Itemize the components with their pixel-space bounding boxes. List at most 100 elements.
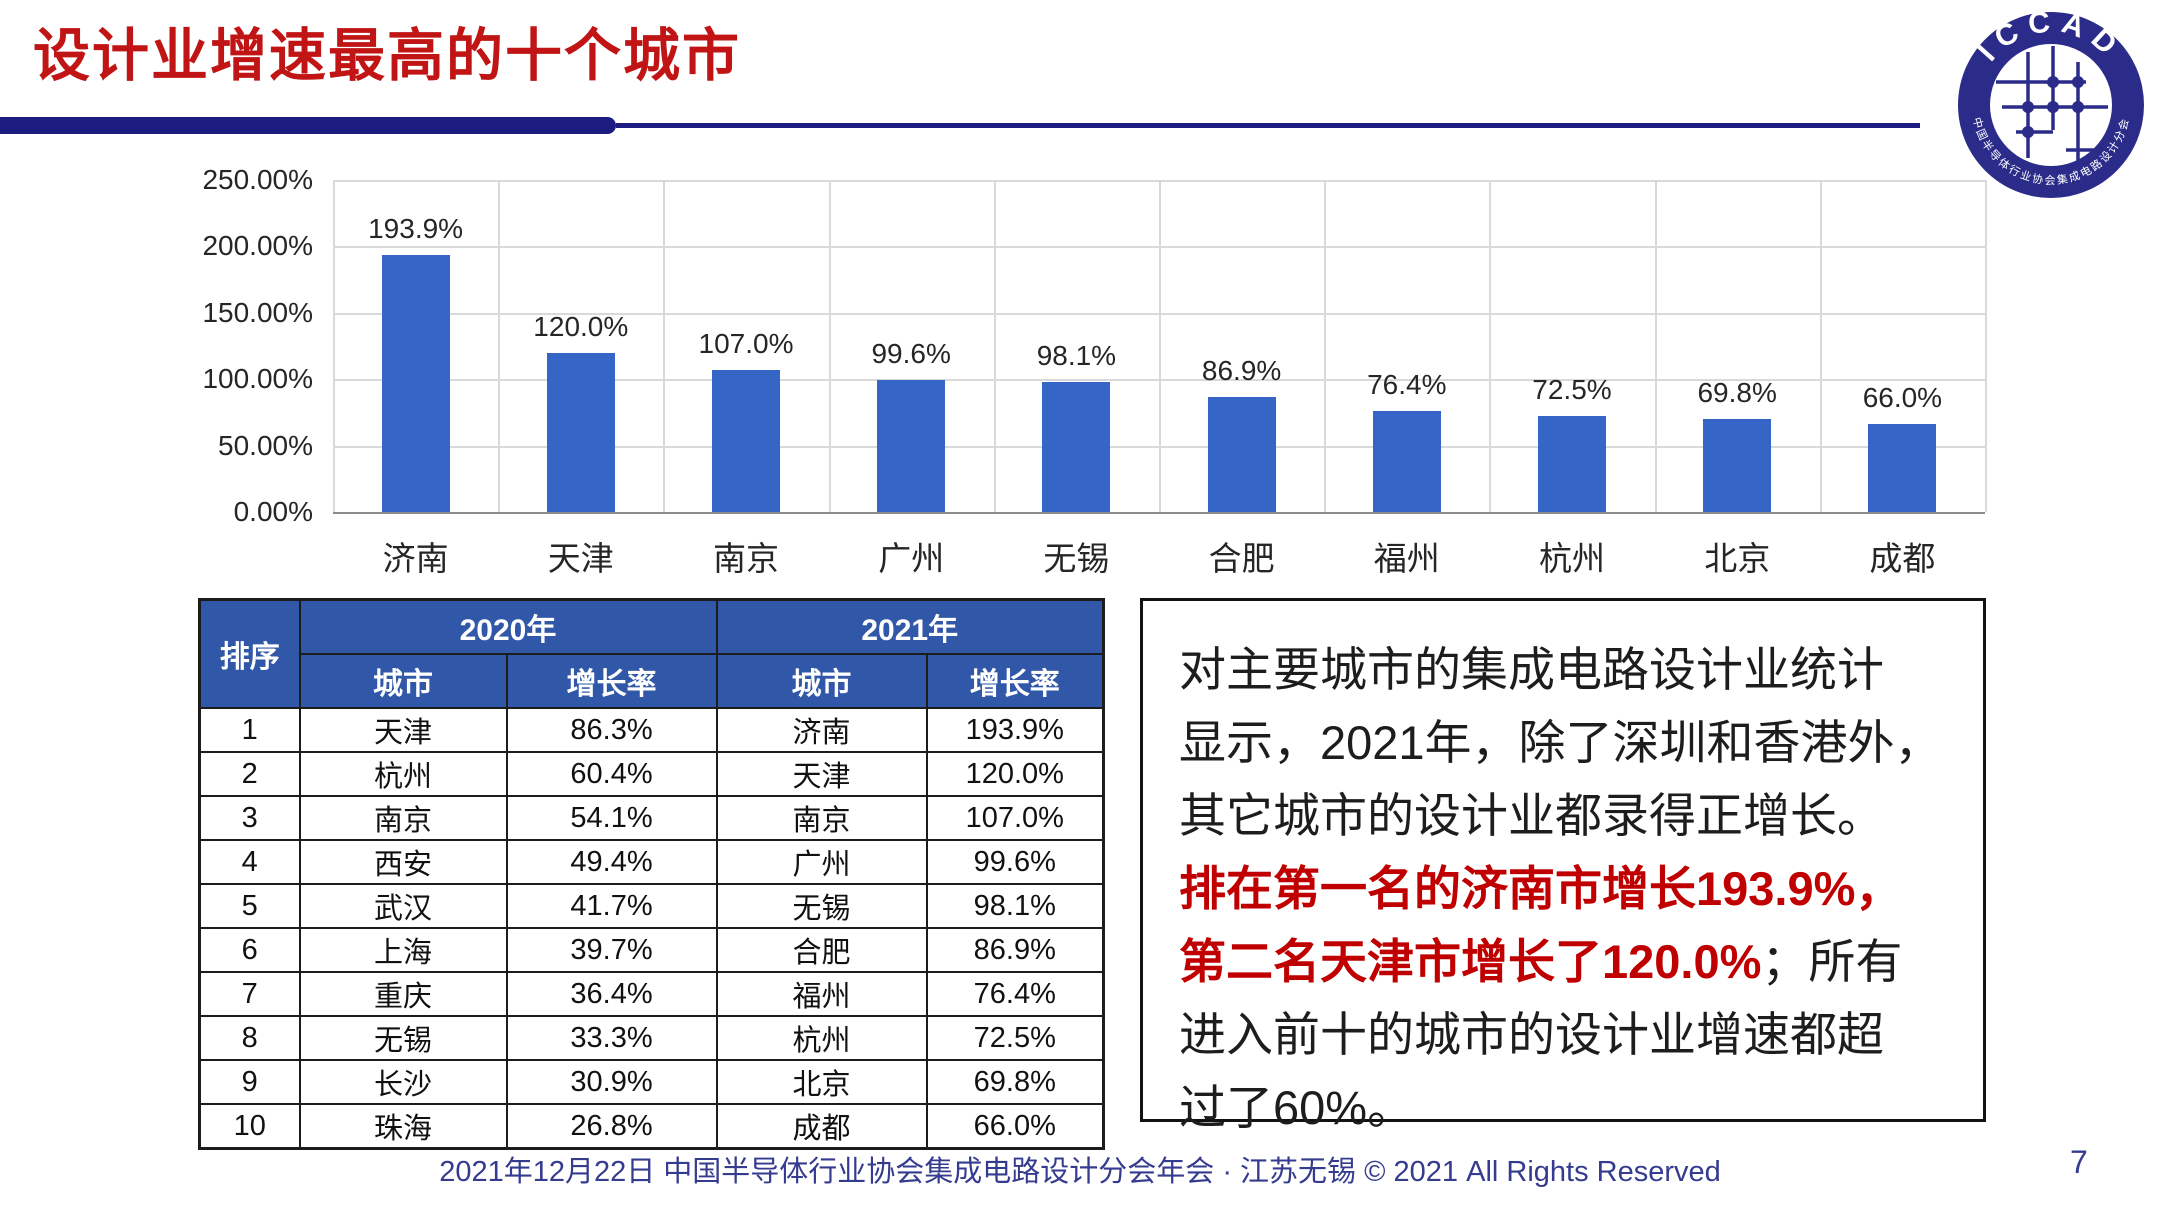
commentary-text: 进入前十的城市的设计业增速都超 (1179, 1008, 1884, 1061)
cell-rate-2021: 120.0% (925, 751, 1105, 797)
cell-rate-2020: 33.3% (505, 1015, 718, 1061)
bar-value-label: 86.9% (1201, 354, 1282, 386)
cell-city-2020: 无锡 (298, 1015, 508, 1061)
x-tick-label: 合肥 (1208, 540, 1275, 577)
x-tick-label: 福州 (1373, 540, 1440, 577)
cell-rate-2021: 99.6% (925, 839, 1105, 885)
table-row: 5 武汉 41.7% 无锡 98.1% (198, 883, 1105, 929)
chart-category: 98.1% 无锡 (994, 180, 1159, 577)
x-axis-line (333, 512, 1985, 514)
cell-rate-2021: 76.4% (925, 971, 1105, 1017)
cell-rank: 1 (198, 707, 301, 753)
chart-category: 99.6% 广州 (829, 180, 994, 577)
chart-category: 193.9% 济南 (333, 180, 498, 577)
x-tick-label: 杭州 (1538, 540, 1605, 577)
header-rank: 排序 (198, 598, 301, 709)
cell-city-2020: 杭州 (298, 751, 508, 797)
bar-value-label: 66.0% (1862, 382, 1943, 414)
cell-city-2021: 天津 (715, 751, 928, 797)
bar-福州 (1372, 410, 1441, 512)
gridline-vertical (1985, 180, 1987, 512)
cell-rate-2021: 69.8% (925, 1059, 1105, 1105)
cell-rate-2020: 30.9% (505, 1059, 718, 1105)
commentary-text: 其它城市的设计业都录得正增长。 (1179, 789, 1884, 842)
commentary-text: ；所有 (1761, 935, 1903, 988)
commentary-text: 显示，2021年，除了深圳和香港外， (1179, 716, 1942, 769)
chart-category: 66.0% 成都 (1820, 180, 1985, 577)
commentary-line: 对主要城市的集成电路设计业统计 (1179, 633, 1949, 706)
cell-city-2021: 北京 (715, 1059, 928, 1105)
title-underline-thin (616, 123, 1920, 128)
bar-杭州 (1537, 415, 1606, 512)
table-row: 9 长沙 30.9% 北京 69.8% (198, 1059, 1105, 1105)
cell-rate-2020: 86.3% (505, 707, 718, 753)
cell-rate-2021: 86.9% (925, 927, 1105, 973)
ranking-table: 排序 2020年 2021年 城市 增长率 城市 增长率 1 天津 86.3% 济南 1… (198, 598, 1105, 1150)
cell-city-2021: 合肥 (715, 927, 928, 973)
header-rate-2020: 增长率 (505, 653, 718, 709)
iccad-logo: ICCAD 中国半导体行业协会集成电路设计分会 (1958, 10, 2144, 198)
gridline-vertical (1489, 180, 1492, 512)
y-tick-label: 100.00% (202, 363, 313, 395)
cell-city-2021: 福州 (715, 971, 928, 1017)
cell-rate-2020: 41.7% (505, 883, 718, 929)
bar-value-label: 193.9% (368, 212, 464, 244)
bar-value-label: 98.1% (1036, 339, 1117, 371)
cell-rate-2020: 60.4% (505, 751, 718, 797)
cell-city-2020: 武汉 (298, 883, 508, 929)
commentary-box: 对主要城市的集成电路设计业统计显示，2021年，除了深圳和香港外， 其它城市的设计… (1140, 598, 1986, 1134)
cell-rank: 2 (198, 751, 301, 797)
cell-rate-2020: 49.4% (505, 839, 718, 885)
chart-category: 69.8% 北京 (1655, 180, 1820, 577)
commentary-line: 显示，2021年，除了深圳和香港外， (1179, 706, 1949, 779)
cell-rate-2021: 66.0% (925, 1103, 1105, 1150)
bar-合肥 (1207, 396, 1276, 512)
table-row: 2 杭州 60.4% 天津 120.0% (198, 751, 1105, 797)
cell-rate-2021: 72.5% (925, 1015, 1105, 1061)
header-year-2021: 2021年 (715, 598, 1105, 655)
y-tick-label: 200.00% (202, 230, 313, 262)
cell-rate-2021: 193.9% (925, 707, 1105, 753)
header-rate-2021: 增长率 (925, 653, 1105, 709)
cell-city-2020: 上海 (298, 927, 508, 973)
cell-rank: 3 (198, 795, 301, 841)
cell-city-2020: 长沙 (298, 1059, 508, 1105)
cell-city-2020: 西安 (298, 839, 508, 885)
cell-rate-2020: 36.4% (505, 971, 718, 1017)
cell-rank: 8 (198, 1015, 301, 1061)
chart-category: 120.0% 天津 (498, 180, 663, 577)
chart-category: 86.9% 合肥 (1159, 180, 1324, 577)
cell-city-2021: 广州 (715, 839, 928, 885)
table-row: 7 重庆 36.4% 福州 76.4% (198, 971, 1105, 1017)
table-row: 8 无锡 33.3% 杭州 72.5% (198, 1015, 1105, 1061)
commentary-line: 进入前十的城市的设计业增速都超 (1179, 998, 1949, 1071)
footer-credit: 2021年12月22日 中国半导体行业协会集成电路设计分会年会 · 江苏无锡 ©… (439, 1156, 1721, 1188)
cell-city-2020: 南京 (298, 795, 508, 841)
bar-成都 (1868, 424, 1937, 512)
title-underline-thick (0, 117, 616, 134)
cell-city-2021: 南京 (715, 795, 928, 841)
x-tick-label: 北京 (1704, 540, 1771, 577)
table-row: 6 上海 39.7% 合肥 86.9% (198, 927, 1105, 973)
cell-rate-2020: 26.8% (505, 1103, 718, 1150)
commentary-line: 排在第一名的济南市增长193.9%， (1179, 852, 1949, 925)
y-tick-label: 150.00% (202, 296, 313, 328)
gridline-vertical (333, 180, 335, 512)
cell-city-2021: 成都 (715, 1103, 928, 1150)
x-tick-label: 天津 (547, 540, 614, 577)
table-row: 10 珠海 26.8% 成都 66.0% (198, 1103, 1105, 1150)
commentary-line: 过了60%。 (1179, 1071, 1949, 1144)
table-row: 1 天津 86.3% 济南 193.9% (198, 707, 1105, 753)
table-row: 4 西安 49.4% 广州 99.6% (198, 839, 1105, 885)
cell-rate-2020: 39.7% (505, 927, 718, 973)
page-number: 7 (2070, 1144, 2088, 1180)
chart-category: 107.0% 南京 (663, 180, 828, 577)
logo-circuit-dots (2022, 76, 2084, 138)
x-tick-label: 济南 (382, 540, 449, 577)
header-city-2020: 城市 (298, 653, 508, 709)
bar-value-label: 72.5% (1532, 373, 1612, 405)
bar-value-label: 107.0% (698, 327, 794, 359)
bar-value-label: 99.6% (871, 337, 951, 369)
bar-无锡 (1042, 381, 1111, 512)
cell-city-2021: 济南 (715, 707, 928, 753)
